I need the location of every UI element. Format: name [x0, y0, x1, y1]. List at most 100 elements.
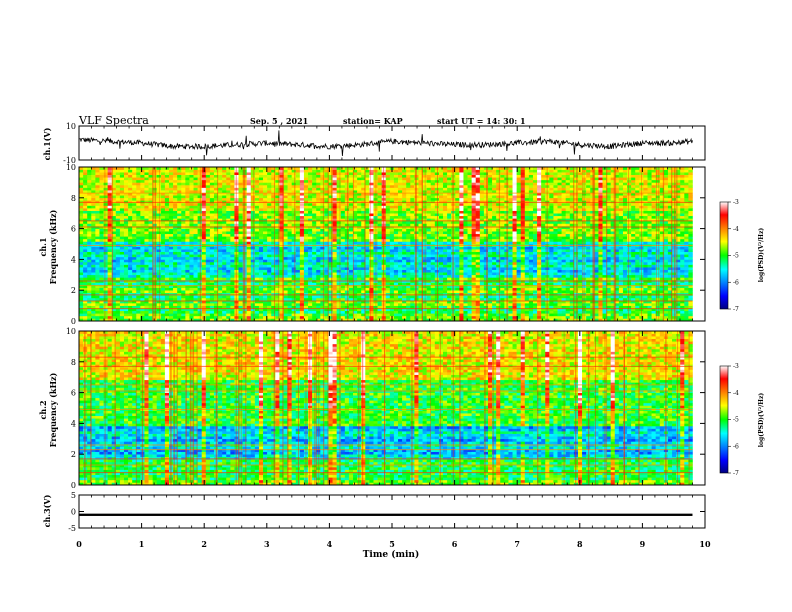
spectrogram-cell: [602, 256, 607, 260]
spectrogram-cell: [688, 318, 693, 322]
spectrogram-cell: [659, 261, 665, 265]
spectrogram-cell: [680, 295, 685, 299]
spectrogram-cell: [312, 259, 317, 263]
spectrogram-cell: [201, 295, 207, 299]
spectrogram-cell: [418, 315, 423, 319]
spectrogram-cell: [622, 251, 628, 255]
spectrogram-cell: [381, 295, 387, 299]
spectrogram-cell: [622, 254, 628, 258]
spectrogram-cell: [189, 285, 194, 288]
spectrogram-cell: [410, 285, 415, 288]
spectrogram-cell: [336, 303, 342, 306]
spectrogram-cell: [295, 274, 301, 278]
spectrogram-cell: [132, 313, 137, 317]
spectrogram-cell: [373, 274, 378, 278]
spectrogram-cell: [119, 267, 125, 270]
spectrogram-cell: [152, 290, 158, 294]
spectrogram-cell: [663, 254, 669, 258]
spectrogram-cell: [402, 290, 407, 294]
spectrogram-cell: [520, 290, 526, 294]
spectrogram-cell: [308, 241, 313, 245]
spectrogram-cell: [577, 300, 583, 304]
spectrogram-cell: [136, 238, 141, 242]
spectrogram-cell: [676, 287, 681, 291]
spectrogram-cell: [373, 300, 378, 304]
spectrogram-cell: [369, 238, 374, 242]
spectrogram-cell: [406, 297, 411, 301]
spectrogram-cell: [348, 236, 354, 240]
spectrogram-cell: [348, 267, 354, 270]
spectrogram-cell: [168, 292, 174, 296]
spectrogram-cell: [463, 267, 468, 270]
spectrogram-cell: [667, 300, 673, 304]
spectrogram-cell: [275, 261, 280, 265]
spectrogram-cell: [393, 269, 399, 273]
spectrogram-cell: [549, 238, 554, 242]
spectrogram-cell: [275, 269, 280, 273]
spectrogram-cell: [451, 269, 456, 273]
spectrogram-cell: [320, 315, 325, 319]
spectrogram-cell: [508, 292, 513, 296]
spectrogram-cell: [246, 246, 252, 250]
spectrogram-cell: [226, 310, 231, 314]
spectrogram-cell: [164, 290, 170, 294]
spectrogram-cell: [226, 297, 231, 301]
spectrogram-cell: [128, 310, 133, 314]
spectrogram-cell: [663, 297, 669, 301]
spectrogram-cell: [173, 238, 178, 242]
spectrogram-cell: [459, 308, 464, 312]
spectrogram-cell: [148, 277, 153, 281]
spectrogram-cell: [181, 236, 186, 240]
spectrogram-cell: [128, 297, 133, 301]
spectrogram-cell: [299, 300, 305, 304]
spectrogram-cell: [119, 285, 125, 288]
spectrogram-cell: [328, 264, 333, 268]
spectrogram-cell: [287, 285, 292, 288]
spectrogram-cell: [365, 241, 370, 245]
spectrogram-cell: [438, 292, 444, 296]
spectrogram-cell: [91, 313, 96, 317]
spectrogram-cell: [357, 315, 362, 319]
spectrogram-cell: [598, 264, 603, 268]
spectrogram-cell: [340, 285, 346, 288]
spectrogram-cell: [365, 274, 370, 278]
spectrogram-cell: [532, 254, 538, 258]
spectrogram-cell: [283, 310, 288, 314]
spectrogram-cell: [336, 259, 342, 263]
spectrogram-cell: [271, 318, 276, 322]
spectrogram-cell: [123, 305, 129, 309]
spectrogram-cell: [549, 282, 554, 286]
spectrogram-cell: [246, 285, 252, 288]
spectrogram-cell: [119, 310, 125, 314]
spectrogram-cell: [414, 238, 419, 242]
spectrogram-cell: [385, 249, 391, 252]
spectrogram-cell: [520, 297, 526, 301]
spectrogram-cell: [553, 269, 558, 273]
spectrogram-cell: [561, 315, 566, 319]
spectrogram-cell: [614, 295, 620, 299]
spectrogram-cell: [295, 285, 301, 288]
spectrogram-cell: [258, 264, 264, 268]
spectrogram-cell: [426, 303, 432, 306]
spectrogram-cell: [676, 246, 681, 250]
spectrogram-cell: [398, 318, 403, 322]
spectrogram-cell: [213, 256, 219, 260]
spectrogram-cell: [312, 310, 317, 314]
spectrogram-cell: [684, 249, 689, 252]
spectrogram-cell: [659, 274, 665, 278]
spectrogram-cell: [316, 305, 321, 309]
spectrogram-cell: [218, 267, 223, 270]
spectrogram-cell: [87, 315, 92, 319]
spectrogram-cell: [512, 308, 517, 312]
spectrogram-cell: [299, 285, 305, 288]
spectrogram-cell: [487, 308, 493, 312]
spectrogram-cell: [160, 310, 166, 314]
spectrogram-cell: [209, 303, 215, 306]
spectrogram-cell: [168, 290, 174, 294]
spectrogram-cell: [537, 292, 542, 296]
spectrogram-cell: [492, 295, 497, 299]
spectrogram-cell: [475, 287, 481, 291]
spectrogram-cell: [299, 308, 305, 312]
spectrogram-cell: [524, 315, 530, 319]
spectrogram-cell: [336, 256, 342, 260]
